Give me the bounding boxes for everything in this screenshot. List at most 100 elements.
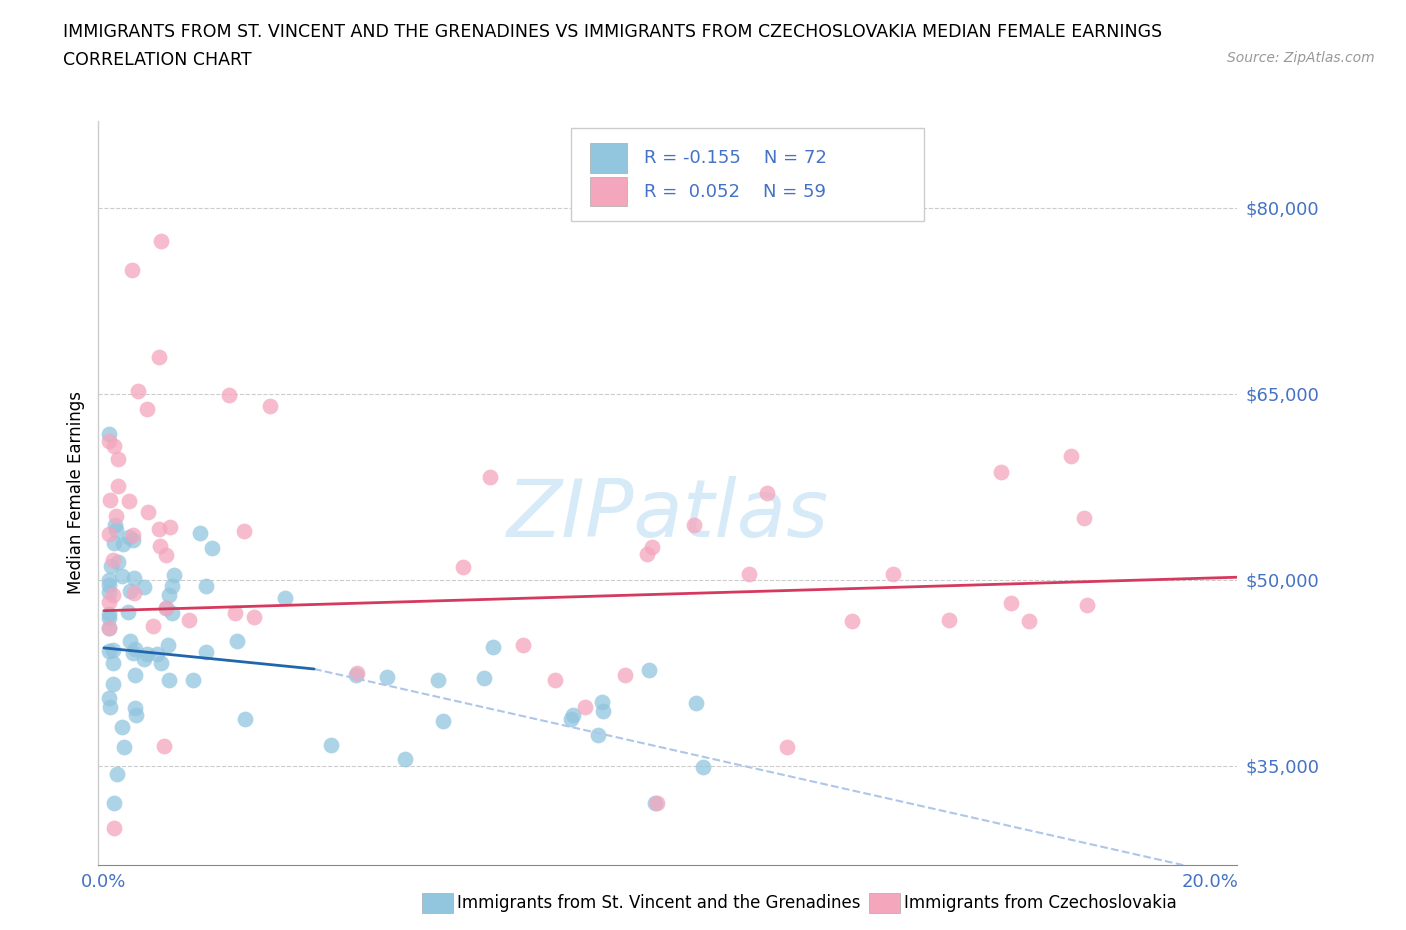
Point [259, 399, 281, 414]
Point [682, 518, 704, 533]
Point [346, 665, 368, 680]
Text: Immigrants from Czechoslovakia: Immigrants from Czechoslovakia [904, 894, 1177, 912]
Point [104, 522, 127, 537]
Point [586, 727, 609, 742]
Text: CORRELATION CHART: CORRELATION CHART [63, 51, 252, 69]
Point [738, 566, 761, 581]
Point [101, 656, 124, 671]
Point [124, 642, 146, 657]
Point [613, 668, 636, 683]
Point [195, 578, 218, 593]
Point [98, 578, 121, 592]
Point [122, 570, 145, 585]
Point [98, 691, 121, 706]
Point [375, 670, 398, 684]
Point [226, 633, 249, 648]
Point [775, 739, 797, 754]
FancyBboxPatch shape [571, 128, 924, 221]
Text: Immigrants from St. Vincent and the Grenadines: Immigrants from St. Vincent and the Gren… [457, 894, 860, 912]
Point [98, 594, 121, 609]
Point [100, 559, 122, 574]
Point [124, 668, 146, 683]
Point [321, 737, 343, 752]
Point [107, 555, 129, 570]
Point [159, 519, 181, 534]
Point [124, 700, 146, 715]
Point [243, 610, 266, 625]
Point [233, 711, 256, 726]
Point [155, 548, 177, 563]
Point [218, 388, 240, 403]
Point [103, 439, 125, 454]
Point [98, 620, 121, 635]
Point [120, 583, 142, 598]
Point [224, 605, 246, 620]
Point [195, 644, 218, 659]
Point [98, 606, 121, 621]
Point [122, 585, 145, 600]
Point [637, 547, 659, 562]
Text: R = -0.155    N = 72: R = -0.155 N = 72 [644, 149, 827, 167]
Point [1073, 511, 1095, 525]
Point [472, 671, 495, 685]
Text: R =  0.052    N = 59: R = 0.052 N = 59 [644, 182, 825, 201]
Point [160, 578, 183, 593]
Point [453, 560, 475, 575]
Point [118, 494, 141, 509]
Point [641, 539, 664, 554]
Point [103, 536, 125, 551]
Point [591, 695, 613, 710]
Point [149, 655, 172, 670]
Point [142, 618, 165, 633]
Point [114, 739, 136, 754]
Point [160, 605, 183, 620]
Text: Source: ZipAtlas.com: Source: ZipAtlas.com [1227, 51, 1375, 65]
Point [149, 538, 172, 553]
Point [121, 262, 143, 277]
Point [101, 677, 124, 692]
Point [118, 633, 141, 648]
Point [112, 537, 135, 551]
Point [1000, 596, 1022, 611]
Point [644, 795, 666, 810]
Point [121, 645, 143, 660]
Point [103, 820, 125, 835]
Point [177, 612, 200, 627]
Point [1060, 448, 1083, 463]
Point [481, 640, 503, 655]
Point [157, 672, 180, 687]
Point [105, 509, 128, 524]
Point [685, 695, 707, 710]
Point [98, 573, 121, 588]
Point [105, 766, 128, 781]
Point [592, 703, 614, 718]
Point [111, 719, 134, 734]
Point [152, 738, 174, 753]
Point [159, 587, 181, 602]
FancyBboxPatch shape [591, 143, 627, 173]
Point [98, 526, 121, 541]
Point [125, 708, 148, 723]
Point [155, 601, 177, 616]
Point [98, 644, 121, 658]
Point [103, 795, 125, 810]
Point [344, 668, 367, 683]
Point [512, 638, 534, 653]
Point [132, 579, 155, 594]
Point [121, 527, 143, 542]
Point [101, 587, 124, 602]
Point [427, 673, 450, 688]
Point [882, 566, 904, 581]
Point [107, 452, 129, 467]
Point [111, 568, 134, 583]
Point [101, 642, 124, 657]
Point [98, 610, 121, 625]
Point [479, 470, 502, 485]
Point [1018, 614, 1040, 629]
Point [645, 795, 668, 810]
Point [163, 567, 186, 582]
Point [841, 613, 863, 628]
Point [638, 663, 661, 678]
Point [118, 530, 141, 545]
Point [990, 465, 1012, 480]
